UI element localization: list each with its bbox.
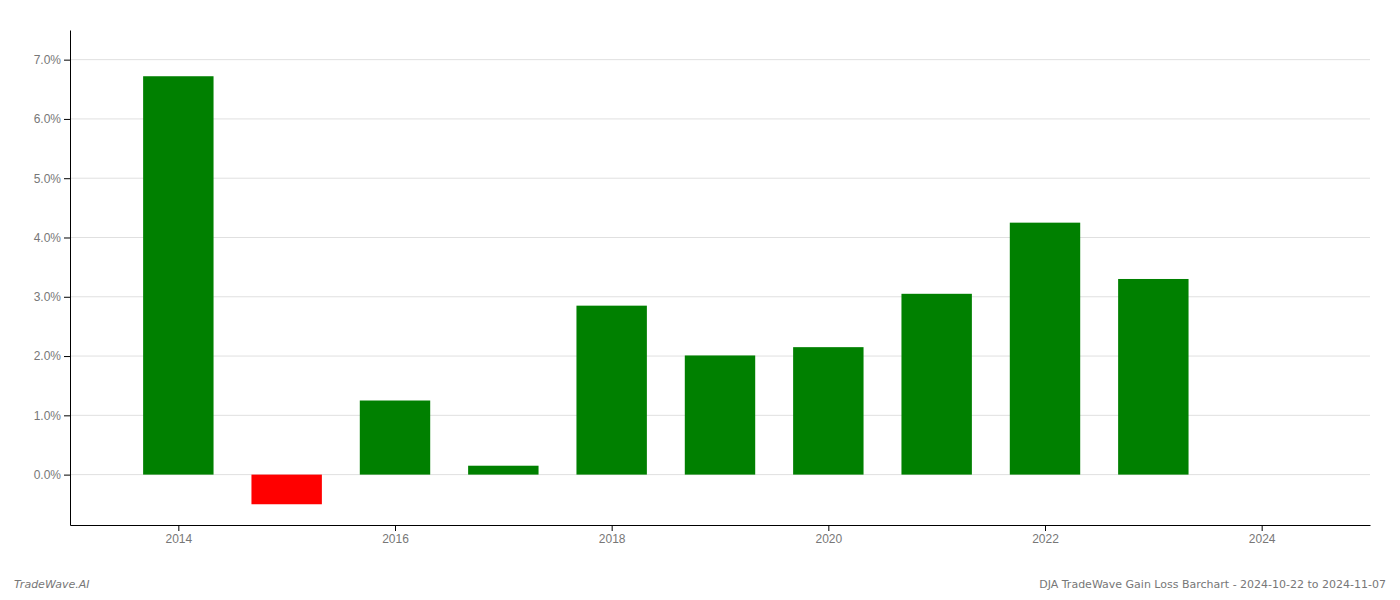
bar: [1118, 279, 1188, 475]
y-tick: 5.0%: [34, 172, 70, 186]
x-tick: 2016: [382, 525, 409, 546]
x-tick-label: 2022: [1032, 532, 1059, 546]
y-tick-label: 0.0%: [34, 468, 62, 482]
bars: [143, 76, 1188, 504]
bar: [685, 355, 755, 474]
x-tick-label: 2020: [815, 532, 842, 546]
grid-line: [70, 237, 1370, 238]
x-tick-mark: [612, 525, 613, 531]
x-tick-mark: [1045, 525, 1046, 531]
bar: [468, 466, 538, 475]
y-tick-mark: [64, 297, 70, 298]
plot: 0.0% 1.0% 2.0% 3.0% 4.0% 5.0% 6.0% 7.0% 2014 2016…: [34, 31, 1371, 546]
y-tick-mark: [64, 237, 70, 238]
x-tick: 2022: [1032, 525, 1059, 546]
y-tick: 3.0%: [34, 290, 70, 304]
y-tick-mark: [64, 356, 70, 357]
footer-left: TradeWave.AI: [14, 578, 89, 591]
y-tick-label: 2.0%: [34, 349, 62, 363]
y-tick: 7.0%: [34, 53, 70, 67]
bar: [901, 294, 971, 475]
x-tick-mark: [395, 525, 396, 531]
y-tick-mark: [64, 119, 70, 120]
bar: [793, 347, 863, 474]
y-tick-mark: [64, 475, 70, 476]
bar: [143, 76, 213, 474]
x-tick-label: 2024: [1249, 532, 1276, 546]
y-tick-label: 7.0%: [34, 53, 62, 67]
y-tick: 6.0%: [34, 112, 70, 126]
y-axis: 0.0% 1.0% 2.0% 3.0% 4.0% 5.0% 6.0% 7.0%: [34, 31, 71, 526]
chart-svg: 0.0% 1.0% 2.0% 3.0% 4.0% 5.0% 6.0% 7.0% 2014 2016…: [0, 0, 1400, 600]
y-tick: 1.0%: [34, 409, 70, 423]
x-tick-label: 2014: [165, 532, 192, 546]
y-tick: 4.0%: [34, 231, 70, 245]
bar: [251, 475, 321, 505]
y-tick-mark: [64, 60, 70, 61]
x-tick-label: 2018: [599, 532, 626, 546]
x-tick-mark: [1262, 525, 1263, 531]
y-tick: 2.0%: [34, 349, 70, 363]
grid: [70, 60, 1370, 475]
grid-line: [70, 59, 1370, 60]
y-axis-line: [70, 31, 71, 526]
y-tick-label: 4.0%: [34, 231, 62, 245]
grid-line: [70, 118, 1370, 119]
grid-line: [70, 178, 1370, 179]
y-tick-label: 6.0%: [34, 112, 62, 126]
y-tick: 0.0%: [34, 468, 70, 482]
x-tick: 2014: [165, 525, 192, 546]
x-tick-mark: [828, 525, 829, 531]
x-axis-line: [71, 525, 1371, 526]
x-tick: 2018: [599, 525, 626, 546]
footer-right: DJA TradeWave Gain Loss Barchart - 2024-…: [1039, 578, 1386, 591]
x-tick-label: 2016: [382, 532, 409, 546]
x-tick: 2024: [1249, 525, 1276, 546]
bar: [360, 401, 430, 475]
y-tick-label: 5.0%: [34, 172, 62, 186]
y-tick-mark: [64, 415, 70, 416]
y-tick-label: 3.0%: [34, 290, 62, 304]
x-tick-mark: [178, 525, 179, 531]
x-axis: 2014 2016 2018 2020 2022 2024: [71, 525, 1371, 546]
y-tick-label: 1.0%: [34, 409, 62, 423]
bar: [1010, 223, 1080, 475]
y-tick-mark: [64, 178, 70, 179]
x-tick: 2020: [815, 525, 842, 546]
bar: [576, 306, 646, 475]
